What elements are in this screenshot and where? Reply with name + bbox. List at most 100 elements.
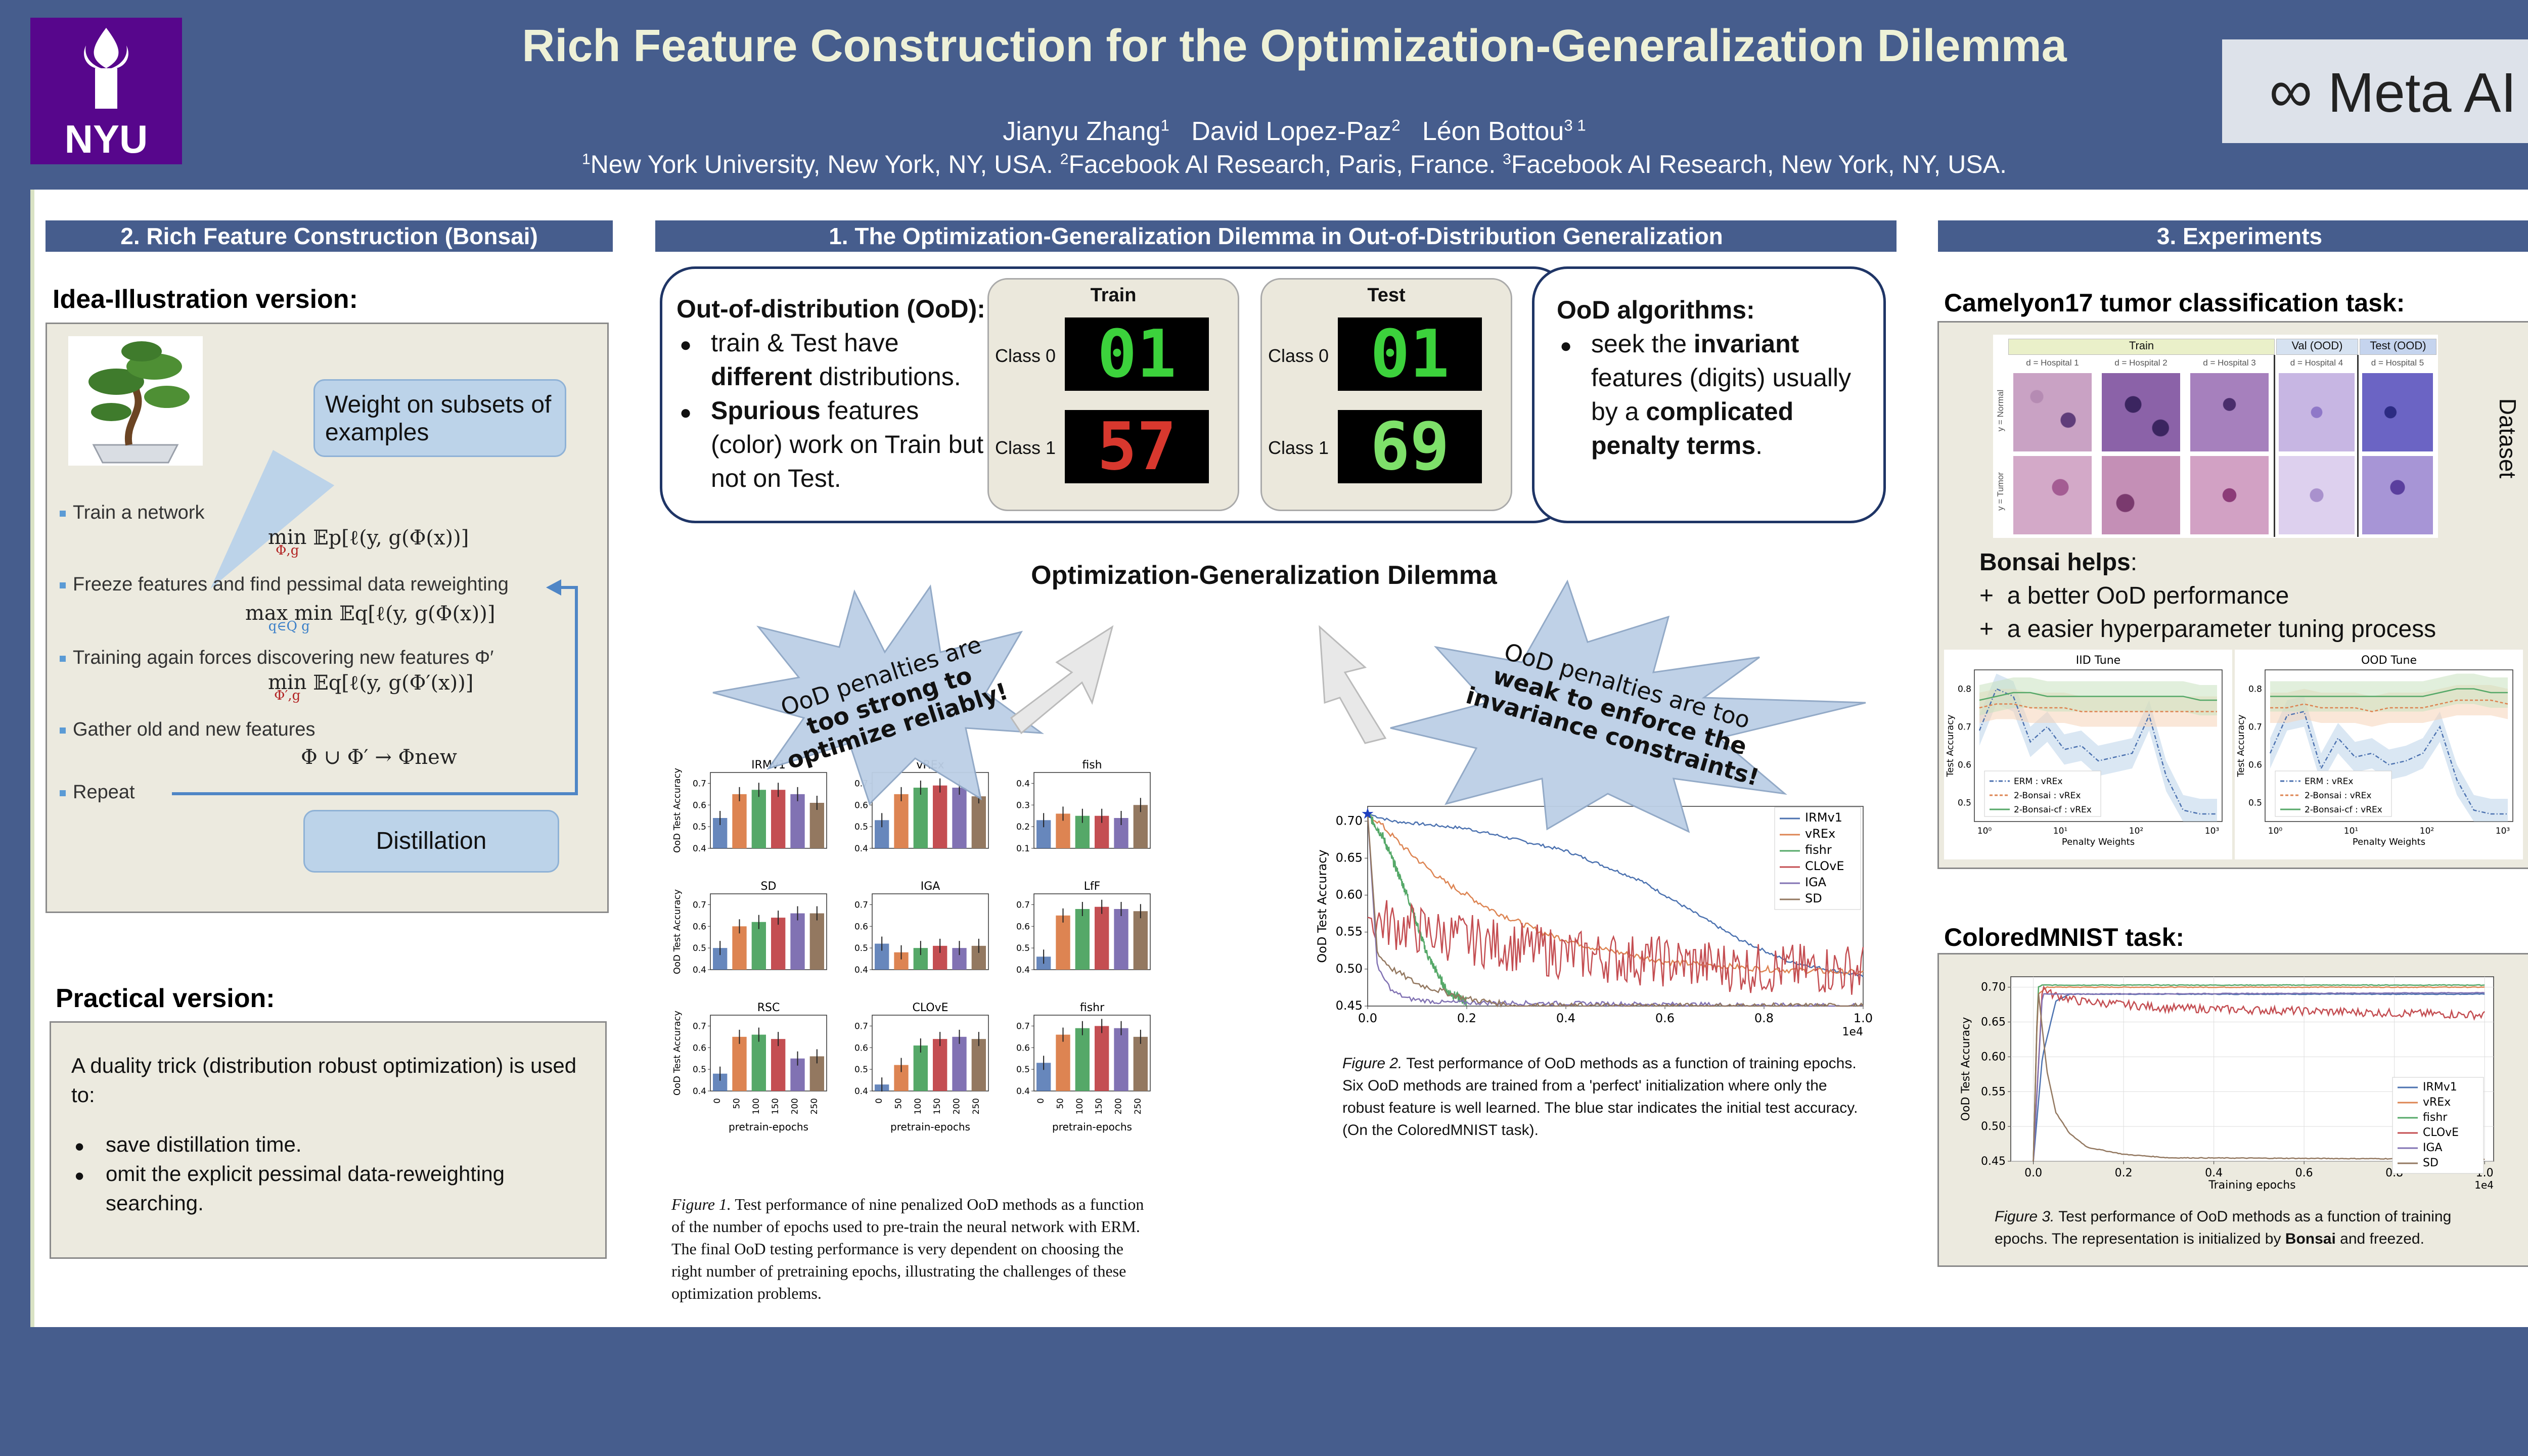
legend-label: ERM : vREx (2305, 777, 2353, 787)
y-tick-label: 0.7 (854, 900, 868, 910)
subplot-clove: CLOvE 0.4 0.5 0.6 0.7 0 50 100 150 200 250pretrain… (854, 1002, 989, 1133)
bar (1056, 915, 1070, 970)
practical-intro: A duality trick (distribution robust opt… (71, 1054, 577, 1107)
bar (952, 1036, 967, 1091)
callout-weight-subsets: Weight on subsets of examples (313, 379, 566, 457)
list-item: train & Test have different distribution… (676, 326, 990, 394)
y-tick-label: 0.6 (693, 922, 706, 932)
figure2-line-chart: 0.45 0.50 0.55 0.60 0.65 0.70 0.0 0.2 0.4 0.6 0.8 1… (1315, 805, 1873, 1038)
x-tick-label: 0.2 (2115, 1167, 2133, 1179)
x-tick-label: 100 (913, 1098, 923, 1114)
bar (790, 794, 805, 848)
x-tick-label: 1.0 (1854, 1011, 1873, 1025)
y-tick-label: 0.5 (693, 943, 706, 953)
y-tick-label: 0.50 (1336, 962, 1363, 976)
subplot-vrex: vREx0.40.50.60.7 (854, 759, 989, 854)
y-tick-label: 0.5 (693, 1065, 706, 1075)
bar (1133, 911, 1148, 970)
y-tick-label: 0.50 (1981, 1120, 2006, 1133)
series-line-irmv1 (1367, 813, 1864, 977)
callout-distillation: Distillation (303, 810, 559, 873)
x-tick-label: 0 (1036, 1098, 1046, 1104)
bar (751, 922, 766, 970)
y-tick-label: 0.6 (1016, 922, 1030, 932)
chart-title: OOD Tune (2361, 654, 2417, 667)
nyu-logo-text: NYU (64, 117, 148, 161)
series-line-iga (1367, 813, 1864, 1008)
bar (1114, 909, 1128, 970)
legend-box (2392, 1077, 2484, 1174)
torch-icon (84, 28, 128, 109)
step-train-again: Training again forces discovering new fe… (60, 647, 493, 669)
legend-label: 2-Bonsai : vREx (2305, 791, 2371, 801)
group-val: Val (OOD) (2276, 339, 2358, 355)
list-item: a better OoD performance (2007, 582, 2289, 609)
x-tick-label: 0.2 (1457, 1011, 1476, 1025)
x-tick-label: 0.6 (1655, 1011, 1675, 1025)
y-tick-label: 0.4 (693, 965, 706, 975)
class1-label: Class 1 (995, 437, 1056, 458)
bar (971, 1039, 986, 1091)
y-tick-label: 0.7 (854, 1021, 868, 1031)
subplot-title: LfF (1084, 880, 1101, 893)
bar (1114, 1028, 1128, 1091)
group-train: Train (2008, 339, 2275, 355)
dataset-label: Dataset (2495, 398, 2521, 479)
x-tick-label: 0.6 (2295, 1167, 2313, 1179)
bar (933, 785, 947, 848)
y-tick-label: 0.6 (2248, 760, 2262, 770)
y-axis-label: OoD Test Accuracy (1315, 849, 1329, 963)
y-tick-label: 0.6 (854, 922, 868, 932)
y-tick-label: 0.5 (1016, 943, 1030, 953)
subplot-iga: IGA 0.4 0.5 0.6 0.7 (854, 880, 989, 975)
x-tick-label: 150 (932, 1098, 942, 1114)
practical-panel: A duality trick (distribution robust opt… (50, 1021, 607, 1259)
confidence-band (1979, 673, 2217, 822)
y-tick-label: 0.7 (2248, 722, 2262, 733)
y-tick-label: 0.1 (1016, 844, 1030, 854)
idea-heading: Idea-Illustration version: (53, 285, 358, 314)
subplot-title: SD (761, 880, 777, 893)
section-experiments-title: 3. Experiments (1938, 220, 2528, 252)
x-tick-label: 0.0 (2024, 1167, 2042, 1179)
y-tick-label: 0.65 (1981, 1016, 2006, 1029)
y-tick-label: 0.45 (1981, 1155, 2006, 1168)
y-tick-label: 0.5 (1016, 1065, 1030, 1075)
subplot-frame (1033, 1015, 1151, 1091)
footer-band (0, 1327, 2528, 1456)
step-gather: Gather old and new features (60, 719, 315, 741)
y-axis-label: OoD Test Accuracy (1960, 1017, 1972, 1121)
list-item: seek the invariant features (digits) usu… (1557, 327, 1865, 463)
tissue-image (2190, 456, 2269, 534)
y-tick-label: 0.7 (693, 900, 706, 910)
poster-title: Rich Feature Construction for the Optimi… (522, 21, 2067, 71)
bar (809, 913, 824, 970)
x-scale-note: 1e4 (1842, 1026, 1863, 1038)
x-tick-label: 250 (1133, 1098, 1143, 1114)
mnist-test-panel: Test Class 0 01 Class 1 69 (1260, 278, 1512, 511)
y-tick-label: 0.65 (1336, 850, 1363, 864)
dilemma-title: Optimization-Generalization Dilemma (1031, 561, 1497, 590)
y-tick-label: 0.55 (1336, 925, 1363, 939)
nyu-logo: NYU (30, 18, 182, 164)
tissue-image (2013, 456, 2092, 534)
subplot-title: fish (1082, 759, 1102, 771)
step-train: Train a network (60, 502, 204, 524)
y-tick-label: 0.7 (1016, 1021, 1030, 1031)
y-axis-label: OoD Test Accuracy (672, 1011, 683, 1096)
legend-label: vREx (2423, 1096, 2451, 1109)
x-tick-label: 10³ (2496, 826, 2510, 836)
x-tick-label: 200 (952, 1098, 962, 1114)
bar (1075, 1028, 1090, 1091)
y-tick-label: 0.7 (693, 779, 706, 789)
author-list: Jianyu Zhang1 David Lopez-Paz2 Léon Bott… (1003, 116, 1586, 146)
y-axis-label: Test Accuracy (2236, 714, 2246, 778)
legend-label: IRMv1 (1805, 810, 1842, 825)
burst-right: OoD penalties are too weak to enforce th… (1319, 579, 1866, 833)
y-tick-label: 0.2 (1016, 822, 1030, 832)
x-axis-label: Penalty Weights (2353, 837, 2425, 847)
bar (971, 796, 986, 848)
bar (771, 918, 786, 970)
legend-label: vREx (1805, 827, 1835, 841)
